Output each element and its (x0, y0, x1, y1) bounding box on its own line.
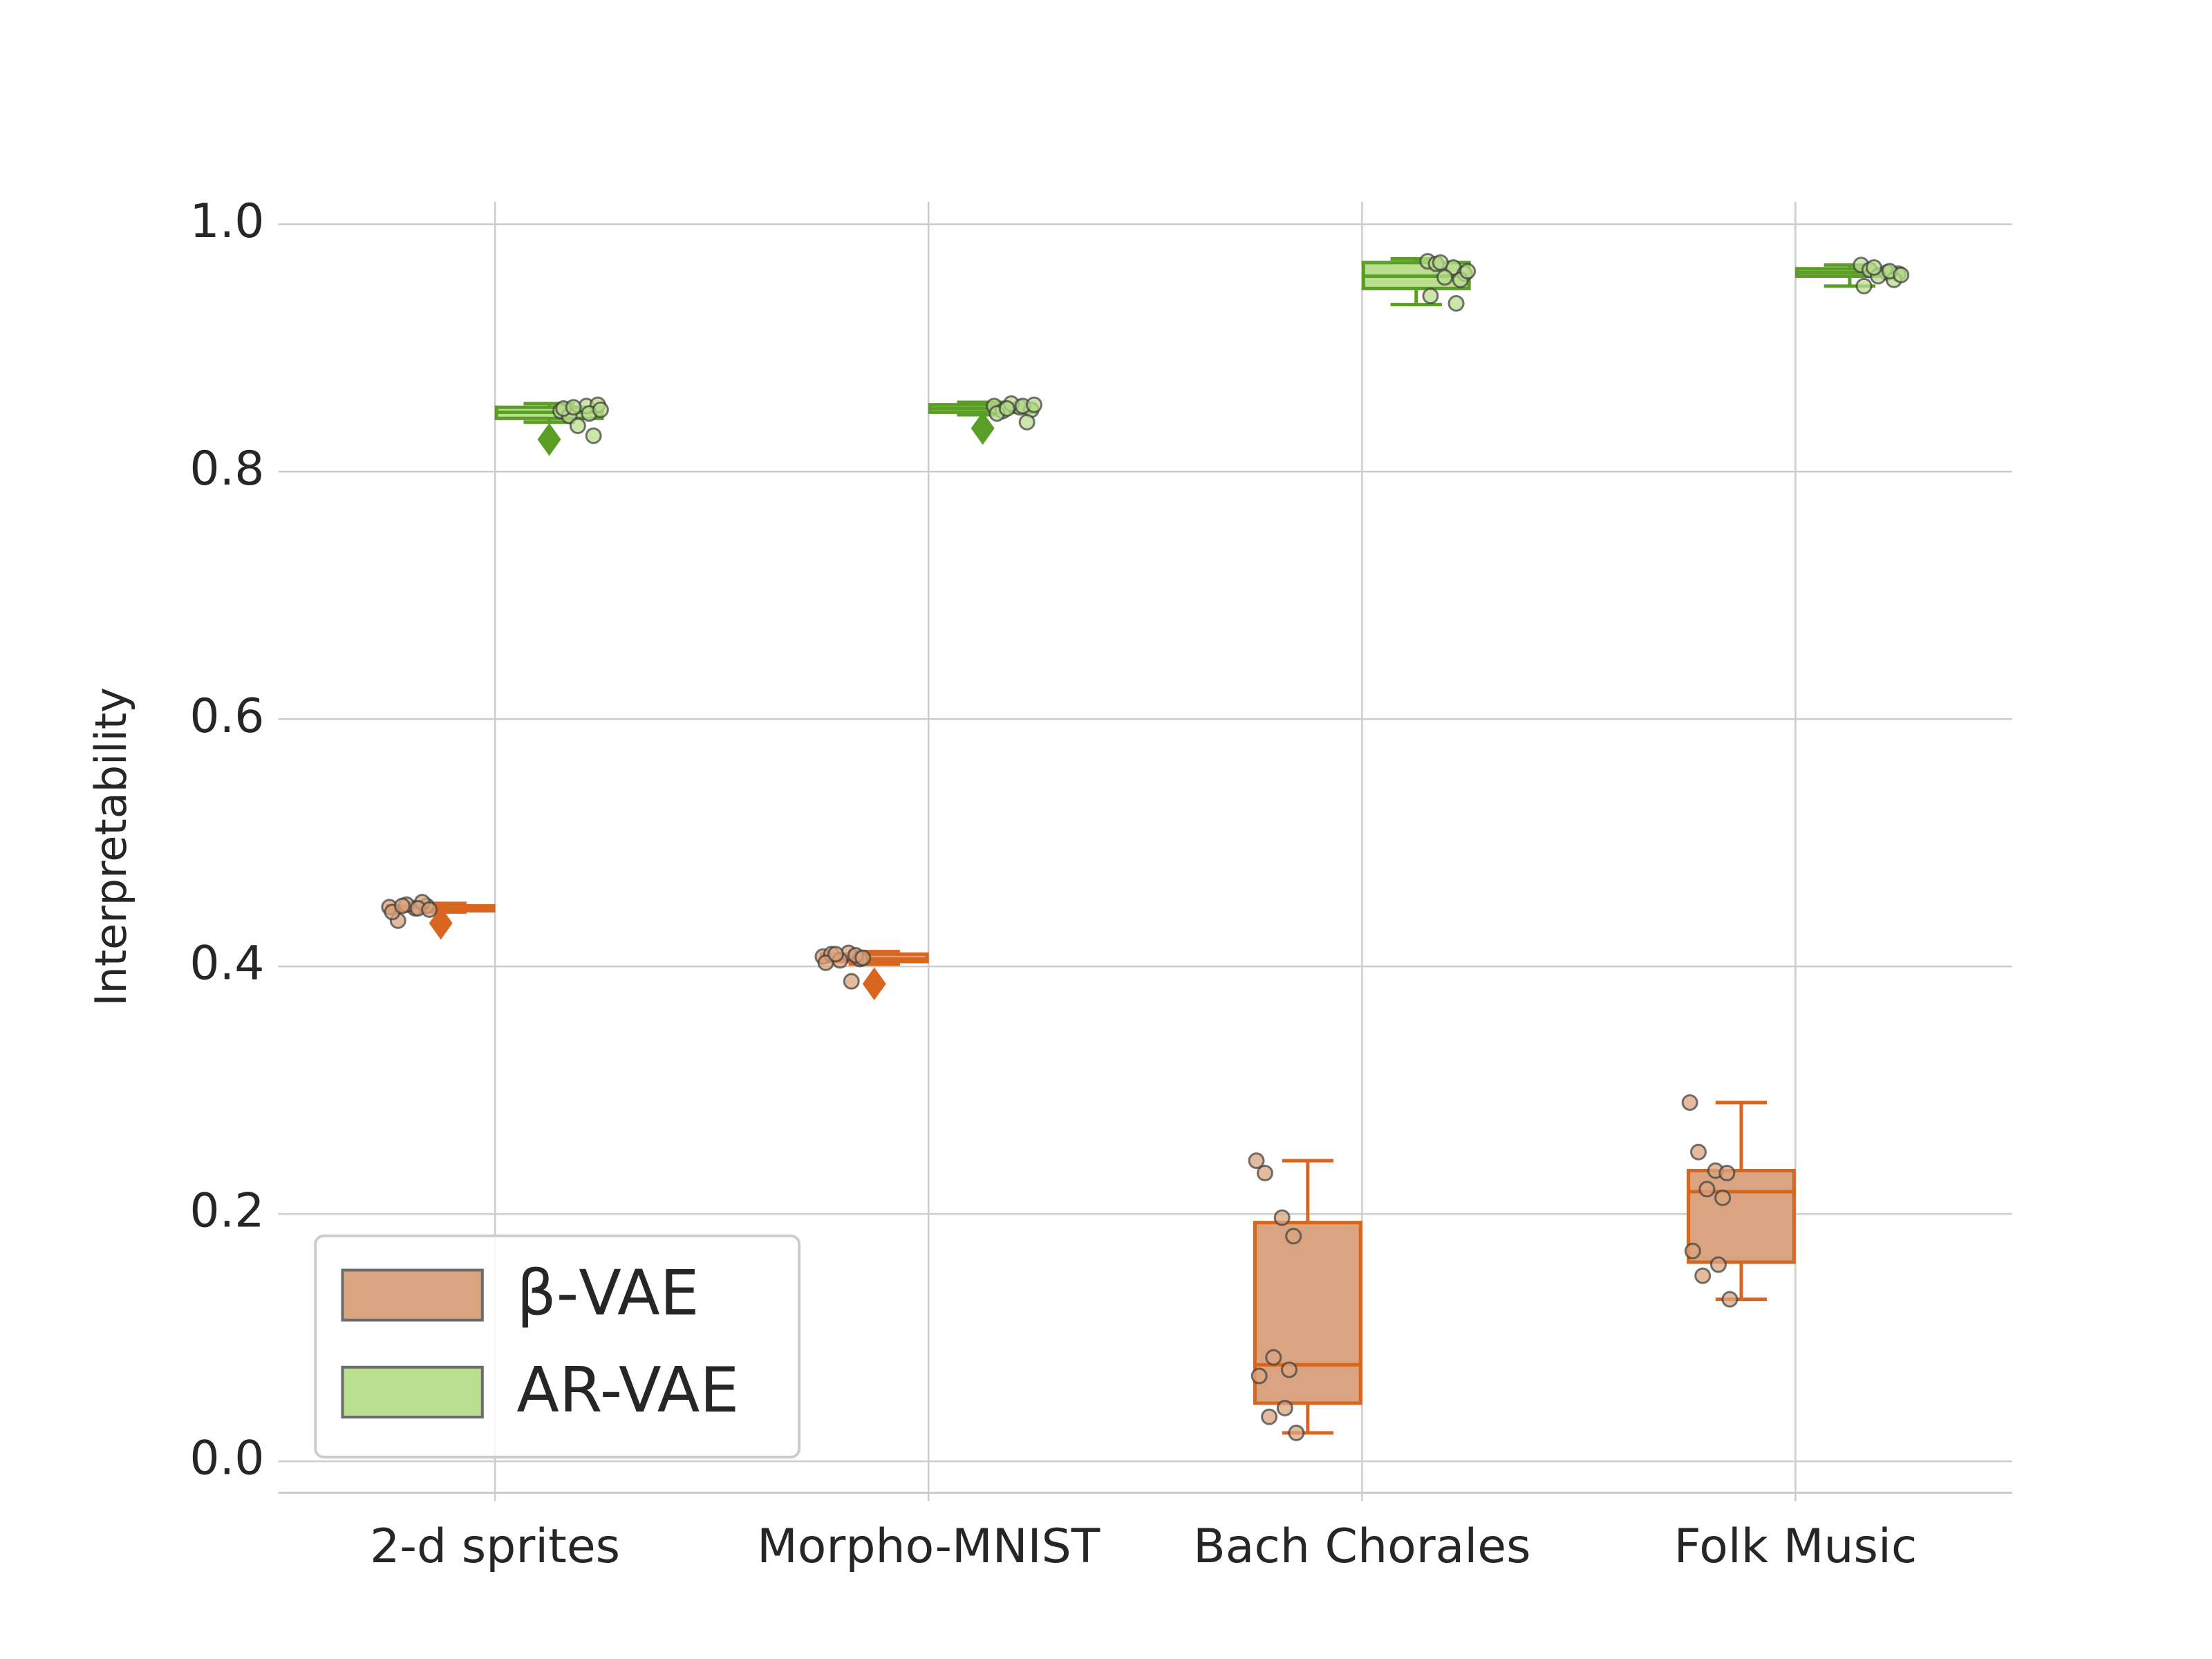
data-point (1018, 413, 1035, 431)
data-point (1694, 1267, 1712, 1284)
data-point (1681, 1094, 1698, 1112)
data-point (1447, 294, 1465, 312)
data-point (421, 901, 438, 918)
data-point (1714, 1189, 1732, 1206)
data-point (827, 946, 845, 963)
y-tick-label: 0.0 (189, 1432, 264, 1486)
y-tick-label: 0.8 (189, 442, 264, 496)
data-point (1248, 1152, 1265, 1170)
data-point (1273, 1209, 1291, 1226)
data-point (1256, 1165, 1273, 1182)
flier (971, 411, 995, 445)
data-point (1459, 263, 1477, 280)
x-tick-label: Bach Chorales (1193, 1519, 1530, 1574)
data-point (1893, 266, 1910, 283)
x-tick-label: 2-d sprites (370, 1519, 620, 1574)
data-point (1718, 1165, 1736, 1182)
flier (537, 422, 561, 456)
legend-swatch (341, 1365, 484, 1419)
x-tick-label: Folk Music (1674, 1519, 1918, 1574)
data-point (1721, 1291, 1738, 1308)
data-point (585, 427, 602, 444)
data-point (1281, 1361, 1298, 1378)
data-point (1436, 269, 1454, 286)
legend-label: AR-VAE (516, 1354, 739, 1427)
y-tick-label: 0.2 (189, 1184, 264, 1239)
data-point (1865, 259, 1882, 276)
data-point (1698, 1181, 1716, 1198)
data-point (393, 897, 411, 915)
data-point (1690, 1143, 1707, 1161)
data-point (998, 400, 1015, 418)
data-point (1250, 1367, 1268, 1385)
data-point (1026, 396, 1042, 413)
data-point (1432, 254, 1449, 271)
y-tick-label: 0.4 (189, 937, 264, 991)
data-point (843, 973, 860, 990)
box-group (1253, 1159, 1362, 1435)
data-point (1855, 277, 1873, 294)
data-point (1285, 1228, 1302, 1245)
y-axis-label: Interpretability (86, 687, 136, 1006)
legend-swatch (341, 1268, 484, 1322)
legend: β-VAE AR-VAE (314, 1234, 801, 1459)
data-point (1276, 1400, 1293, 1417)
flier (862, 967, 886, 1001)
data-point (592, 401, 609, 418)
y-tick-label: 0.6 (189, 689, 264, 744)
data-point (1709, 1256, 1727, 1273)
data-point (1422, 288, 1439, 305)
box (1253, 1221, 1362, 1405)
data-point (565, 399, 582, 416)
data-point (1265, 1349, 1282, 1366)
legend-label: β-VAE (516, 1257, 699, 1330)
y-tick-label: 1.0 (189, 194, 264, 249)
data-point (1684, 1242, 1701, 1259)
data-point (1288, 1424, 1305, 1441)
data-point (569, 418, 586, 435)
data-point (1261, 1408, 1278, 1425)
data-point (854, 949, 872, 966)
x-tick-label: Morpho-MNIST (757, 1519, 1100, 1574)
